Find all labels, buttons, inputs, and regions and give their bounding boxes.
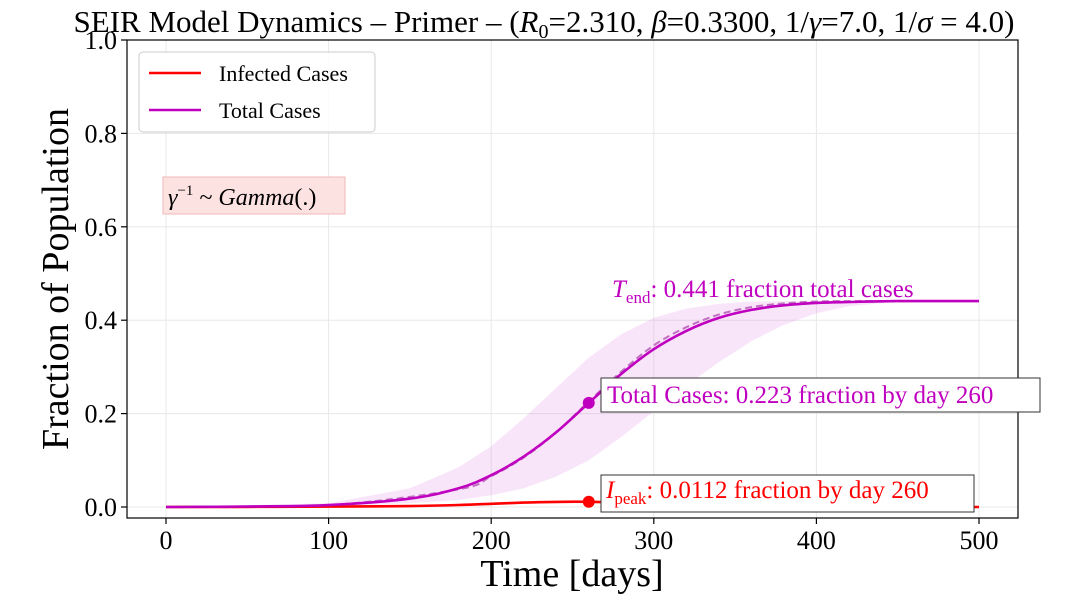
gamma-distribution-box: γ−1 ~ Gamma(.) [162,176,346,215]
y-axis-label: Fraction of Population [35,108,77,450]
x-tick-label: 400 [797,526,836,555]
y-tick-label: 0.4 [85,306,118,335]
x-tick-label: 100 [309,526,348,555]
x-tick-label: 0 [160,526,173,555]
total-cases-reference-dashed-line [165,300,979,509]
y-tick-label: 0.0 [85,493,118,522]
total-cases-box [600,377,1041,413]
tend-annotation: Tend: 0.441 fraction total cases [612,276,914,307]
x-axis-label: Time [days] [480,553,663,595]
total-cases-text: Total Cases: 0.223 fraction by day 260 [607,382,993,409]
ipeak-text: Ipeak: 0.0112 fraction by day 260 [605,477,929,508]
x-tick-label: 300 [634,526,673,555]
y-tick-label: 0.8 [85,119,118,148]
total-cases-line [165,299,980,509]
confidence-band [166,301,979,507]
plot-frame [126,39,1019,519]
y-tick-label: 0.6 [85,213,118,242]
axis-ticks: 0 100 200 300 400 500 0.0 0.2 0.4 0.6 0.8 1.0 [85,26,999,555]
gamma-box-bg [162,176,346,215]
total-cases-marker [582,396,595,409]
series-markers [582,396,595,508]
y-tick-label: 1.0 [85,26,118,55]
total-cases-annotation: Total Cases: 0.223 fraction by day 260 [600,377,1041,413]
legend-total-label: Total Cases [219,98,321,123]
x-tick-label: 500 [960,526,999,555]
chart-title: SEIR Model Dynamics – Primer – (R0=2.310… [74,4,1015,43]
infected-peak-marker [582,495,595,508]
legend: Infected Cases Total Cases [138,51,376,133]
y-tick-label: 0.2 [85,400,118,429]
ipeak-box [600,474,975,513]
gamma-box-text: γ−1 ~ Gamma(.) [168,183,316,211]
total-cases-band [166,301,979,507]
legend-infected-label: Infected Cases [219,61,348,86]
ipeak-annotation: Ipeak: 0.0112 fraction by day 260 [600,474,975,513]
x-tick-label: 200 [472,526,511,555]
